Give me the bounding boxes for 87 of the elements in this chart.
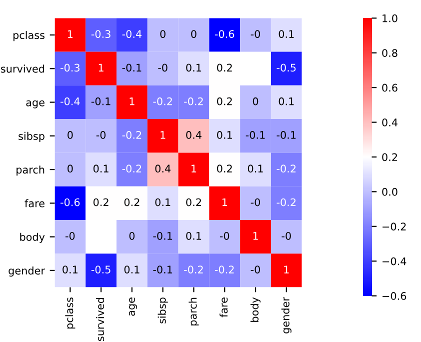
x-tick-label: body <box>250 297 261 322</box>
data-label: -0.1 <box>276 131 296 139</box>
data-label: -0.2 <box>276 198 296 206</box>
data-label: -0.6 <box>60 198 80 206</box>
data-label: 0 <box>191 30 196 38</box>
color-bar-label: 0.4 <box>382 118 398 126</box>
data-label: 0 <box>160 30 166 38</box>
data-label: -0.1 <box>246 131 265 139</box>
data-label: -0 <box>220 232 230 240</box>
data-label: -0 <box>250 198 260 206</box>
data-label: 0.1 <box>93 164 108 173</box>
data-label: -0.3 <box>60 64 80 72</box>
data-label: -0.2 <box>122 164 142 173</box>
data-label: -0.2 <box>276 164 296 173</box>
data-label: 0.2 <box>124 198 140 206</box>
y-tick-label: pclass <box>13 30 44 42</box>
color-bar-label: 0.8 <box>382 49 398 57</box>
data-label: -0.2 <box>184 266 203 274</box>
data-label: 0.1 <box>248 164 263 173</box>
data-label: -0.5 <box>91 266 110 274</box>
data-label: -0 <box>96 131 106 139</box>
data-label: 1 <box>98 64 104 72</box>
data-label: 0.1 <box>217 131 232 139</box>
data-label: 1 <box>160 131 166 139</box>
data-label: -0.4 <box>122 30 142 38</box>
data-label: 0.1 <box>278 30 294 38</box>
data-label: 1 <box>68 30 73 38</box>
y-tick-label: age <box>26 100 44 108</box>
color-bar-label: 0.2 <box>382 153 397 162</box>
data-label: -0.5 <box>276 64 296 72</box>
data-label: -0 <box>250 30 260 38</box>
data-label: 1 <box>130 98 134 106</box>
color-bar-label: −0.2 <box>382 222 406 231</box>
color-bar-label: 0.6 <box>382 84 398 92</box>
x-tick-label: parch <box>188 298 199 326</box>
data-label: 0.4 <box>186 131 202 139</box>
x-tick-label: age <box>129 298 137 316</box>
x-tick-label: sibsp <box>158 298 168 324</box>
y-tick-label: gender <box>8 266 46 277</box>
data-label: 0.2 <box>186 198 201 206</box>
data-label: 0.1 <box>124 266 140 274</box>
data-label: 1 <box>222 198 227 206</box>
y-tick-label: survived <box>1 64 44 73</box>
data-label: 0.1 <box>155 198 170 206</box>
data-label: -0.1 <box>153 266 172 274</box>
data-label: -0 <box>65 232 75 240</box>
data-label: 0.2 <box>217 97 232 106</box>
color-bar-label: 1.0 <box>382 14 398 22</box>
data-label: 0 <box>129 232 135 240</box>
color-bar-label: 0.0 <box>382 188 398 196</box>
y-tick-label: parch <box>16 166 44 176</box>
data-label: -0.3 <box>91 30 110 38</box>
data-label: -0.2 <box>153 97 172 106</box>
data-label: 0 <box>68 164 73 173</box>
y-tick-label: sibsp <box>18 132 44 142</box>
data-label: 1 <box>253 232 258 240</box>
x-tick-label: survived <box>96 298 104 341</box>
x-tick-label: fare <box>220 298 228 318</box>
data-label: -0.1 <box>153 232 172 240</box>
y-tick-label: body <box>20 232 45 243</box>
color-bar-label: −0.6 <box>382 292 406 300</box>
data-label: 1 <box>192 164 196 172</box>
data-label: 0.1 <box>62 266 78 274</box>
data-label: -0.1 <box>122 64 142 72</box>
data-label: 1 <box>284 266 289 274</box>
data-label: -0 <box>282 232 291 240</box>
color-bar-label: −0.4 <box>382 257 406 266</box>
data-label: -0 <box>250 266 260 274</box>
data-label: 0 <box>68 131 73 139</box>
data-label: 0.4 <box>155 164 171 173</box>
data-label: 0 <box>252 97 258 106</box>
data-label: 0.2 <box>217 164 232 173</box>
data-label: -0 <box>158 64 168 72</box>
data-label: -0.2 <box>214 266 234 274</box>
data-label: 0.1 <box>186 232 202 240</box>
y-tick-label: fare <box>24 199 44 208</box>
data-label: -0.6 <box>214 30 234 38</box>
data-label: 0.1 <box>186 64 202 72</box>
x-tick-label: pclass <box>65 298 76 329</box>
data-label: -0.2 <box>122 131 142 139</box>
data-label: -0.1 <box>91 97 110 106</box>
x-tick-label: gender <box>281 297 292 334</box>
data-label: -0.4 <box>60 97 80 106</box>
data-label: 0.2 <box>217 64 232 72</box>
data-label: 0.2 <box>93 198 108 206</box>
data-label: -0.2 <box>184 97 203 106</box>
data-label: 0.1 <box>278 97 294 106</box>
